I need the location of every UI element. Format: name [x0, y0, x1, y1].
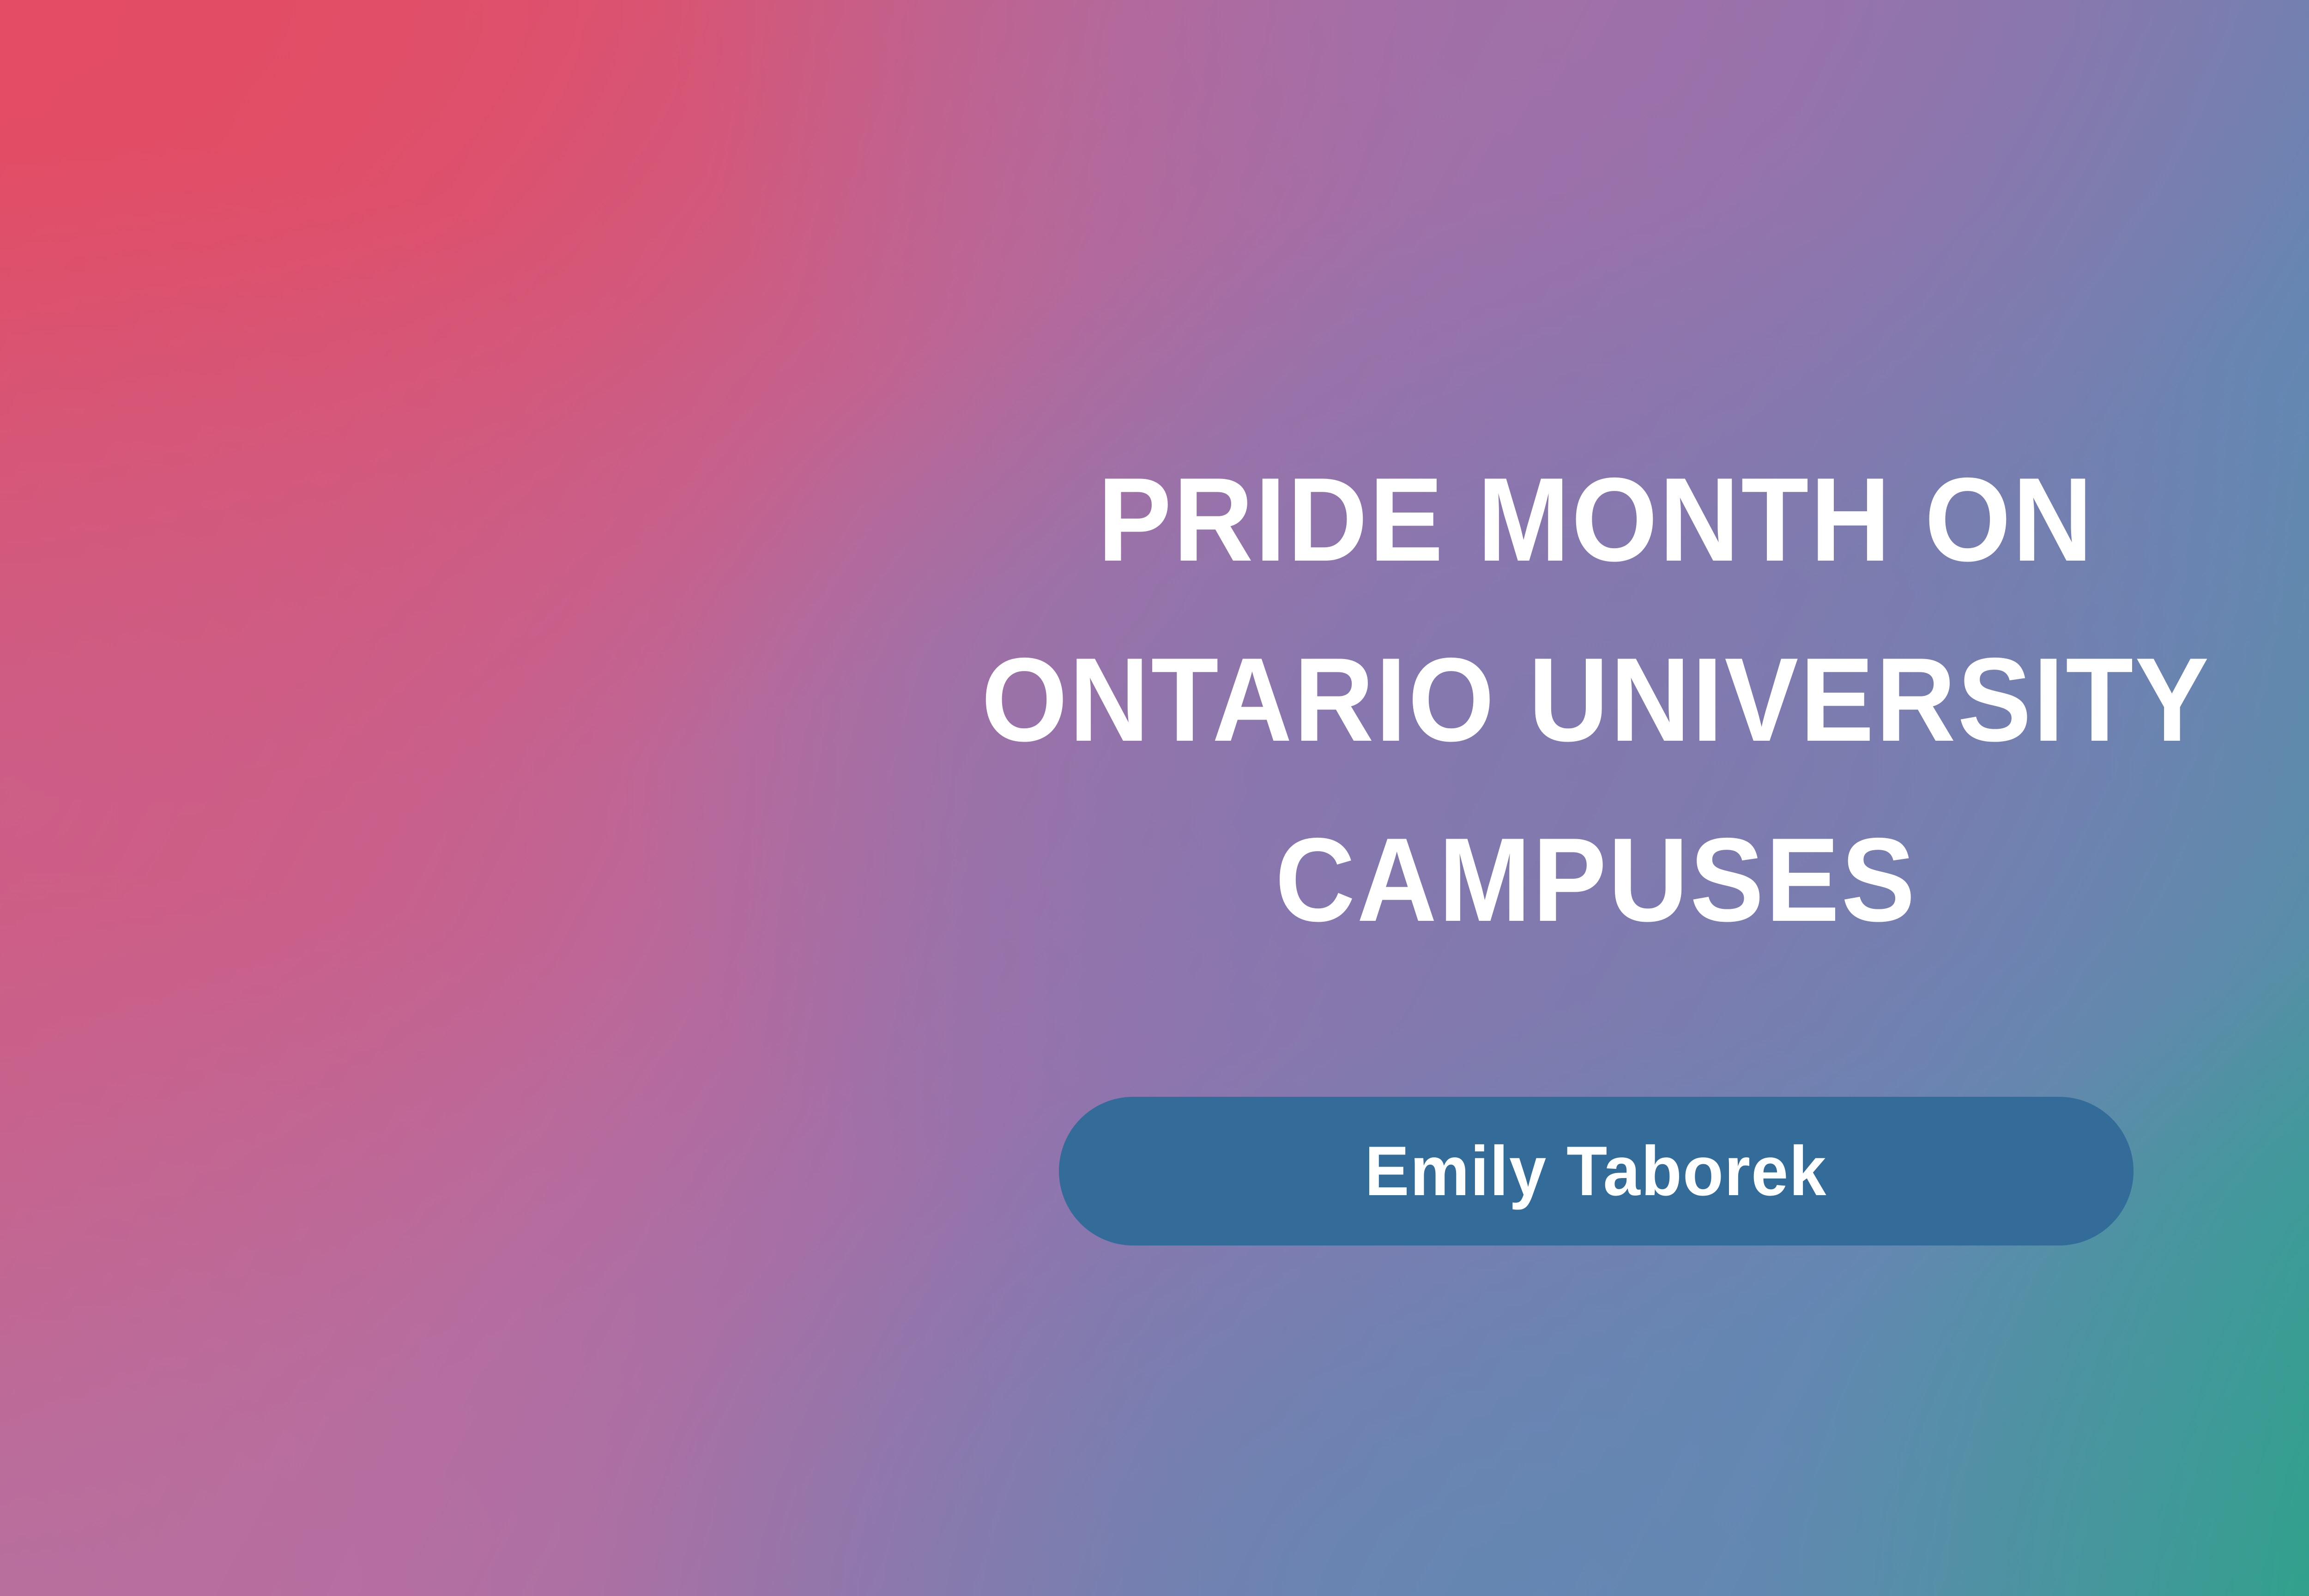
page-title-line-2: ONTARIO UNIVERSITY [981, 633, 2211, 766]
author-byline-button[interactable]: Emily Taborek [1058, 1097, 2134, 1245]
page-title: PRIDE MONTH ON ONTARIO UNIVERSITY CAMPUS… [522, 429, 2309, 970]
page-title-line-3: CAMPUSES [1275, 813, 1917, 946]
author-name-label: Emily Taborek [1365, 1131, 1827, 1210]
byline-container: Emily Taborek [0, 1097, 2309, 1245]
page-title-line-1: PRIDE MONTH ON [1097, 453, 2095, 586]
